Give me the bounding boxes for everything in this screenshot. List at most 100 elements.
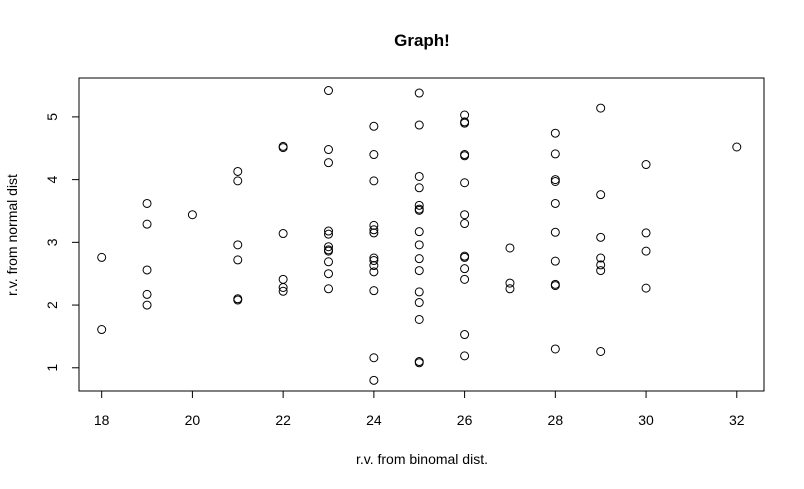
y-axis-label: r.v. from normal dist [4, 174, 20, 296]
data-point [142, 289, 152, 299]
data-point [596, 346, 606, 356]
data-point [641, 283, 651, 293]
data-point [596, 266, 606, 276]
x-tick-label: 30 [638, 412, 654, 428]
x-tick-label: 32 [729, 412, 745, 428]
data-point [278, 283, 288, 293]
data-point [414, 358, 424, 368]
data-point [324, 229, 334, 239]
data-point [460, 118, 470, 128]
data-point [414, 227, 424, 237]
data-point [414, 254, 424, 264]
x-tick-label: 26 [457, 412, 473, 428]
data-point [369, 261, 379, 271]
y-tick-label: 3 [44, 238, 60, 246]
data-point [142, 219, 152, 229]
data-point [324, 158, 334, 168]
data-point [460, 252, 470, 262]
data-point [369, 225, 379, 235]
data-point [233, 255, 243, 265]
data-point [732, 142, 742, 152]
data-point [596, 253, 606, 263]
data-point [550, 227, 560, 237]
data-point [369, 228, 379, 238]
data-point [550, 128, 560, 138]
data-point [460, 210, 470, 220]
data-point [187, 210, 197, 220]
y-tick-label: 4 [44, 176, 60, 184]
data-point [460, 151, 470, 161]
y-tick-label: 2 [44, 301, 60, 309]
data-point [414, 240, 424, 250]
data-point [641, 228, 651, 238]
data-point [550, 176, 560, 186]
data-point [278, 229, 288, 239]
data-point [324, 246, 334, 256]
data-point [414, 266, 424, 276]
data-point [505, 278, 515, 288]
data-point [641, 160, 651, 170]
data-point [505, 284, 515, 294]
data-point [278, 143, 288, 153]
data-points [97, 86, 742, 385]
x-tick-label: 28 [548, 412, 564, 428]
data-point [233, 166, 243, 176]
data-point [641, 246, 651, 256]
data-point [460, 274, 470, 284]
data-point [414, 171, 424, 181]
x-axis-label: r.v. from binomal dist. [356, 451, 488, 467]
y-tick-label: 1 [44, 364, 60, 372]
x-tick-label: 20 [185, 412, 201, 428]
data-point [142, 265, 152, 275]
data-point [460, 219, 470, 229]
data-point [324, 284, 334, 294]
data-point [505, 243, 515, 253]
data-point [369, 286, 379, 296]
data-point [278, 286, 288, 296]
data-point [369, 375, 379, 385]
data-point [324, 269, 334, 279]
data-point [414, 88, 424, 98]
data-point [142, 198, 152, 208]
data-point [369, 150, 379, 160]
data-point [550, 149, 560, 159]
chart-title: Graph! [394, 31, 450, 50]
data-point [324, 226, 334, 236]
data-point [324, 145, 334, 155]
data-point [460, 264, 470, 274]
data-point [233, 176, 243, 186]
data-point [97, 325, 107, 335]
data-point [369, 256, 379, 266]
data-point [550, 198, 560, 208]
data-point [97, 252, 107, 262]
data-point [324, 86, 334, 96]
data-point [414, 287, 424, 297]
data-point [369, 176, 379, 186]
x-tick-label: 24 [366, 412, 382, 428]
data-point [550, 175, 560, 185]
data-point [369, 353, 379, 363]
data-point [460, 330, 470, 340]
y-tick-label: 5 [44, 113, 60, 121]
data-point [324, 242, 334, 252]
data-point [596, 103, 606, 113]
data-point [460, 351, 470, 361]
y-axis: 1 2 3 4 5 [44, 113, 80, 372]
data-point [596, 232, 606, 242]
x-tick-label: 18 [94, 412, 110, 428]
data-point [414, 200, 424, 210]
data-point [414, 120, 424, 130]
data-point [414, 183, 424, 193]
data-point [550, 281, 560, 291]
data-point [233, 295, 243, 305]
data-point [324, 257, 334, 267]
x-tick-label: 22 [275, 412, 291, 428]
data-point [550, 344, 560, 354]
data-point [142, 300, 152, 310]
data-point [414, 205, 424, 215]
data-point [414, 298, 424, 308]
data-point [369, 121, 379, 131]
data-point [460, 178, 470, 188]
x-axis: 18 20 22 24 26 28 30 32 [94, 390, 745, 428]
